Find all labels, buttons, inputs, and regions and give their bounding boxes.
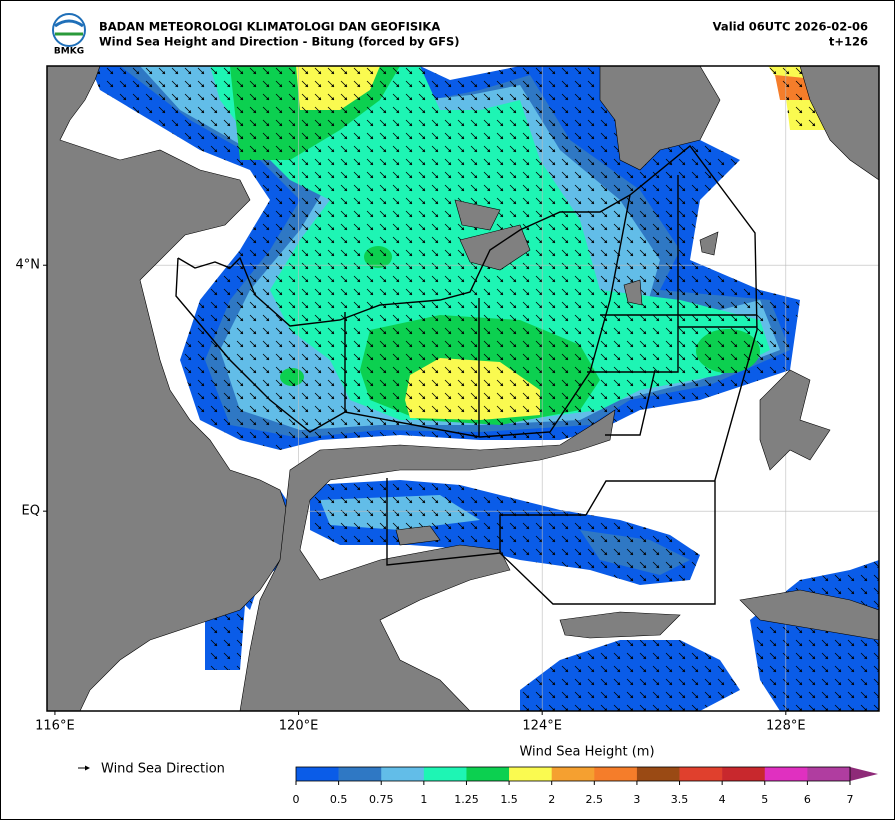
lon-tick-label: 124°E [522,719,562,734]
colorbar-bin [338,767,382,781]
logo-text: BMKG [54,47,84,57]
colorbar-bin [679,767,723,781]
colorbar-tick-label: 2.5 [586,793,604,806]
arrow-legend [78,765,90,771]
colorbar-bin [636,767,680,781]
colorbar-tick-label: 3 [633,793,640,806]
colorbar-bin [381,767,425,781]
colorbar-bin [807,767,851,781]
colorbar-title: Wind Sea Height (m) [519,745,654,760]
lat-tick-label: EQ [22,504,40,519]
colorbar-tick-label: 5 [761,793,768,806]
valid-time: Valid 06UTC 2026-02-06 [713,20,868,34]
lon-tick-label: 128°E [766,719,806,734]
colorbar-tick-label: 0.75 [369,793,394,806]
colorbar-tick-label: 4 [719,793,726,806]
colorbar-frame [295,766,851,782]
colorbar-tick-label: 0.5 [330,793,348,806]
arrow-legend-label: Wind Sea Direction [101,762,225,777]
colorbar-bin [722,767,766,781]
logo: BMKG [52,13,86,57]
colorbar-tick-label: 7 [847,793,854,806]
colorbar-bin [466,767,510,781]
lat-tick-label: 4°N [16,258,41,273]
colorbar-bin [551,767,595,781]
header-title: BADAN METEOROLOGI KLIMATOLOGI DAN GEOFIS… [99,20,440,34]
colorbar-tick-label: 1 [420,793,427,806]
colorbar-tick-label: 6 [804,793,811,806]
colorbar-tick-label: 1.5 [500,793,518,806]
lead-time: t+126 [829,35,868,49]
colorbar-bin [296,767,339,781]
colorbar-tick-label: 3.5 [671,793,689,806]
lon-tick-label: 120°E [279,719,319,734]
colorbar-tick-label: 2 [548,793,555,806]
colorbar-bin [594,767,638,781]
land [47,66,879,711]
colorbar: 0 0.5 0.75 1 1.25 1.5 2 2.5 3 3.5 4 5 6 7 [293,766,878,806]
colorbar-bin [423,767,467,781]
map [47,66,879,711]
colorbar-tick-label: 1.25 [454,793,479,806]
colorbar-bin [764,767,808,781]
colorbar-extension [850,767,878,781]
colorbar-bin [509,767,552,781]
colorbar-tick-label: 0 [293,793,300,806]
header-subtitle: Wind Sea Height and Direction - Bitung (… [99,35,460,49]
boundaries [175,144,758,605]
lon-tick-label: 116°E [35,719,75,734]
map-frame [46,65,880,712]
